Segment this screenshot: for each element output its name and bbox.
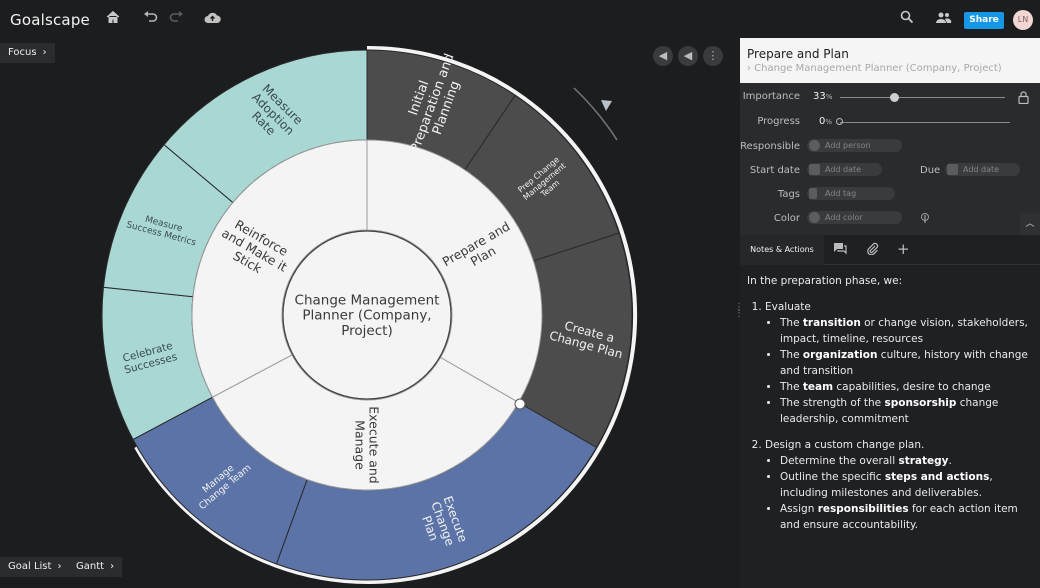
chevron-right-icon: › [42, 47, 47, 58]
goal-title[interactable]: Prepare and Plan [747, 47, 849, 61]
start-date-field[interactable]: Add date [807, 163, 882, 176]
people-icon[interactable] [934, 10, 952, 28]
focus-button[interactable]: Focus › [0, 43, 55, 63]
goal-segment-execute-and-manage[interactable] [211, 354, 520, 491]
progress-value[interactable]: 0% [819, 116, 833, 127]
gantt-label: Gantt [76, 561, 105, 572]
touch-icon[interactable] [919, 210, 931, 229]
progress-slider[interactable] [840, 122, 1010, 123]
cloud-upload-icon[interactable] [203, 10, 221, 28]
bullet-item: Assign responsibilities for each action … [780, 501, 1037, 533]
start-date-label: Start date [749, 165, 800, 176]
responsible-field[interactable]: Add person [807, 139, 902, 152]
color-label: Color [773, 213, 800, 224]
chevron-right-icon: › [110, 561, 115, 572]
bullet-item: Determine the overall strategy. [780, 453, 1037, 469]
avatar[interactable]: LN [1013, 10, 1033, 30]
goalscape-chart: Change Management Planner (Company, Projec… [101, 45, 638, 584]
zoom-in-icon[interactable]: ◀ [653, 46, 673, 66]
tab-notes-actions[interactable]: Notes & Actions [740, 235, 824, 265]
zoom-out-icon[interactable]: ◀ [678, 46, 698, 66]
undo-icon[interactable] [141, 10, 159, 28]
bullet-item: The organization culture, history with c… [780, 347, 1037, 379]
chevron-right-icon: › [57, 561, 62, 572]
redo-icon[interactable] [167, 10, 185, 28]
importance-value[interactable]: 33% [813, 91, 833, 102]
root-goal[interactable] [282, 230, 452, 400]
breadcrumb[interactable]: › Change Management Planner (Company, Pr… [747, 63, 1002, 74]
goal-segment-prepare-and-plan[interactable] [366, 139, 543, 404]
search-icon[interactable] [898, 10, 916, 28]
tag-icon [809, 188, 817, 199]
panel-resize-handle[interactable]: ⋮ ⋮ [734, 302, 744, 319]
direction-pointer-icon[interactable] [601, 100, 612, 111]
goal-list-button[interactable]: Goal List › [0, 557, 70, 577]
add-tab-icon[interactable]: + [897, 240, 910, 258]
color-field[interactable]: Add color [807, 211, 902, 224]
bullet-item: The strength of the sponsorship change l… [780, 395, 1037, 427]
share-button[interactable]: Share [964, 12, 1004, 29]
comments-icon[interactable] [833, 242, 847, 258]
list-item: Evaluate The transition or change vision… [765, 299, 1037, 427]
goal-label[interactable]: ExecuteChangePlan [415, 494, 470, 553]
goal-properties: Importance 33% Progress 0% Responsible A… [740, 83, 1040, 235]
due-date-field[interactable]: Add date [945, 163, 1020, 176]
bullet-item: The transition or change vision, stakeho… [780, 315, 1037, 347]
attachment-icon[interactable] [866, 242, 879, 258]
progress-slider-knob[interactable] [836, 118, 843, 125]
detail-tabs: Notes & Actions + [740, 235, 1040, 265]
resize-handle[interactable] [514, 398, 526, 410]
person-icon [809, 140, 820, 151]
progress-rim [134, 45, 638, 584]
tags-label: Tags [777, 189, 800, 200]
list-item: Design a custom change plan. Determine t… [765, 437, 1037, 533]
importance-label: Importance [742, 91, 800, 102]
importance-slider[interactable] [840, 97, 1005, 98]
evaluate-heading: Evaluate [765, 301, 811, 313]
top-bar: Goalscape Share LN [0, 0, 1040, 38]
goal-list-label: Goal List [8, 561, 52, 572]
home-icon[interactable] [104, 10, 122, 28]
responsible-label: Responsible [740, 141, 800, 152]
calendar-icon [809, 164, 820, 175]
lock-icon[interactable] [1018, 89, 1029, 108]
tags-field[interactable]: Add tag [807, 187, 895, 200]
direction-arc [573, 87, 618, 141]
panel-header: Prepare and Plan › Change Management Pla… [740, 38, 1040, 83]
goal-details-panel: Prepare and Plan › Change Management Pla… [740, 38, 1040, 588]
bullet-item: The team capabilities, desire to change [780, 379, 1037, 395]
notes-content[interactable]: In the preparation phase, we: Evaluate T… [747, 273, 1037, 543]
app-logo[interactable]: Goalscape [10, 11, 90, 29]
collapse-properties-button[interactable]: ︿ [1020, 213, 1040, 235]
importance-slider-knob[interactable] [890, 93, 900, 102]
goal-segment-reinforce[interactable] [191, 139, 368, 398]
progress-label: Progress [757, 116, 800, 127]
notes-intro: In the preparation phase, we: [747, 275, 903, 287]
focus-label: Focus [8, 47, 37, 58]
root-goal-label[interactable]: Change Management Planner (Company, Projec… [295, 293, 440, 339]
bullet-item: Outline the specific steps and actions, … [780, 469, 1037, 501]
calendar-icon [947, 164, 958, 175]
design-heading: Design a custom change plan. [765, 439, 925, 451]
more-options-icon[interactable]: ⋮ [703, 46, 723, 66]
goal-label[interactable]: Execute andManage [353, 406, 382, 483]
color-swatch-icon [809, 212, 820, 223]
due-label: Due [920, 165, 941, 176]
gantt-button[interactable]: Gantt › [68, 557, 123, 577]
